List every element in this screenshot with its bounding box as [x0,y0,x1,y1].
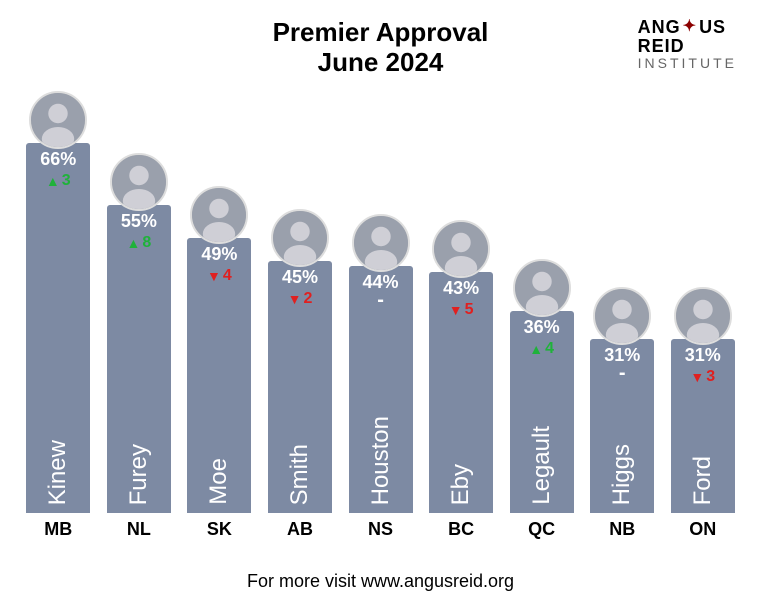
maple-leaf-icon: ✦ [683,19,697,36]
percent-label: 55% [121,211,157,232]
footer-text: For more visit www.angusreid.org [0,571,761,592]
premier-name: Furey [125,444,153,505]
delta-up: ▲4 [529,340,554,358]
chart-column: 31%-HiggsNB [588,287,657,540]
delta-down: ▼5 [449,301,474,319]
province-label: NB [609,519,635,540]
premier-avatar [513,259,571,317]
premier-name: Higgs [608,444,636,505]
premier-avatar [593,287,651,345]
delta-down: ▼3 [690,368,715,386]
premier-avatar [110,153,168,211]
delta-value: 5 [465,301,474,319]
province-label: ON [689,519,716,540]
premier-name: Smith [286,444,314,505]
bar: 31%-Higgs [590,339,654,513]
chart-column: 55% ▲8 Furey NL [105,153,174,540]
percent-label: 36% [524,317,560,338]
bar: 31% ▼3 Ford [671,339,735,513]
bar: 36% ▲4 Legault [510,311,574,513]
chart-title: Premier Approval [20,18,741,48]
bar: 49% ▼4 Moe [187,238,251,513]
arrow-down-icon: ▼ [449,302,463,318]
premier-avatar [271,209,329,267]
bar: 43% ▼5 Eby [429,272,493,513]
chart-header: Premier Approval June 2024 ANG✦US REID I… [0,0,761,78]
delta-up: ▲8 [126,234,151,252]
bar: 66% ▲3 Kinew [26,143,90,513]
bar: 45% ▼2 Smith [268,261,332,513]
province-label: NL [127,519,151,540]
chart-column: 66% ▲3 Kinew MB [24,91,93,540]
premier-avatar [674,287,732,345]
logo-line1b: US [699,18,726,37]
chart-column: 43% ▼5 Eby BC [427,220,496,540]
logo-line2: REID [638,37,737,56]
delta-value: 3 [62,172,71,190]
delta-value: 2 [303,290,312,308]
premier-name: Eby [447,464,475,505]
delta-value: - [619,368,626,378]
delta-down: ▼4 [207,267,232,285]
chart-column: 49% ▼4 Moe SK [185,186,254,540]
premier-name: Moe [205,458,233,505]
arrow-down-icon: ▼ [288,291,302,307]
chart-column: 36% ▲4 Legault QC [507,259,576,540]
province-label: MB [44,519,72,540]
chart-column: 45% ▼2 Smith AB [266,209,335,540]
premier-name: Ford [689,456,717,505]
delta-flat: - [619,368,626,378]
delta-flat: - [377,295,384,305]
percent-label: 43% [443,278,479,299]
percent-label: 31% [685,345,721,366]
premier-name: Houston [367,416,395,505]
delta-value: 3 [706,368,715,386]
premier-avatar [190,186,248,244]
bar-chart: 66%▲3KinewMB55%▲8FureyNL49%▼4MoeSK45%▼2S… [24,100,737,540]
arrow-up-icon: ▲ [46,173,60,189]
province-label: SK [207,519,232,540]
chart-column: 44%-HoustonNS [346,214,415,540]
premier-avatar [29,91,87,149]
delta-value: 8 [142,234,151,252]
province-label: NS [368,519,393,540]
angus-reid-logo: ANG✦US REID INSTITUTE [638,18,737,70]
percent-label: 49% [201,244,237,265]
bar: 55% ▲8 Furey [107,205,171,513]
logo-line3: INSTITUTE [638,56,737,71]
delta-value: 4 [223,267,232,285]
percent-label: 45% [282,267,318,288]
arrow-down-icon: ▼ [690,369,704,385]
province-label: BC [448,519,474,540]
delta-up: ▲3 [46,172,71,190]
delta-value: 4 [545,340,554,358]
logo-line1a: ANG [638,18,681,37]
chart-column: 31% ▼3 Ford ON [669,287,738,540]
percent-label: 66% [40,149,76,170]
arrow-up-icon: ▲ [529,341,543,357]
premier-avatar [352,214,410,272]
arrow-down-icon: ▼ [207,268,221,284]
chart-subtitle: June 2024 [20,48,741,78]
province-label: AB [287,519,313,540]
premier-name: Legault [528,426,556,505]
delta-value: - [377,295,384,305]
premier-name: Kinew [44,440,72,505]
delta-down: ▼2 [288,290,313,308]
premier-avatar [432,220,490,278]
bar: 44%-Houston [349,266,413,513]
province-label: QC [528,519,555,540]
arrow-up-icon: ▲ [126,235,140,251]
